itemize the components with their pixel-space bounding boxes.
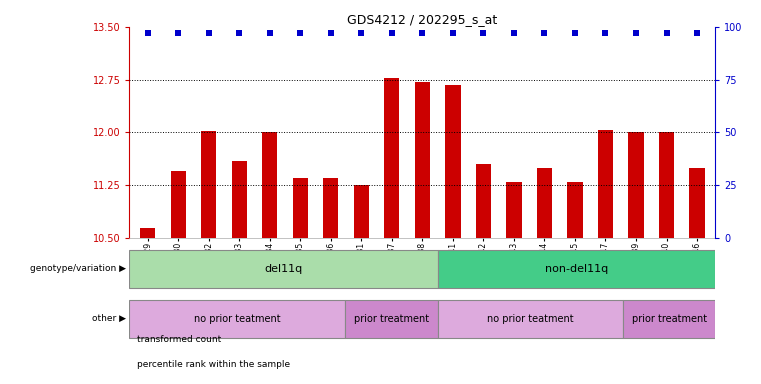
Bar (537, 168, 552, 238)
Point (661, 30, 673, 36)
Bar (438, 300, 622, 338)
Text: no prior teatment: no prior teatment (194, 314, 281, 324)
Bar (506, 182, 521, 238)
Title: GDS4212 / 202295_s_at: GDS4212 / 202295_s_at (347, 13, 498, 26)
Bar (140, 227, 155, 238)
Bar (598, 131, 613, 238)
Text: percentile rank within the sample: percentile rank within the sample (137, 360, 290, 369)
Point (233, 30, 245, 36)
Bar (231, 161, 247, 238)
Point (416, 30, 428, 36)
Point (142, 30, 154, 36)
Bar (323, 178, 339, 238)
Text: no prior teatment: no prior teatment (487, 314, 574, 324)
Bar (415, 82, 430, 238)
Text: other ▶: other ▶ (91, 314, 126, 323)
Bar (567, 182, 583, 238)
Bar (384, 78, 400, 238)
Bar (438, 250, 715, 288)
Bar (170, 171, 186, 238)
Point (691, 30, 703, 36)
Bar (129, 250, 438, 288)
Bar (262, 132, 278, 238)
Point (569, 30, 581, 36)
Point (600, 30, 612, 36)
Bar (129, 300, 345, 338)
Bar (345, 300, 438, 338)
Bar (476, 164, 491, 238)
Point (325, 30, 337, 36)
Point (263, 30, 275, 36)
Text: transformed count: transformed count (137, 335, 221, 344)
Point (630, 30, 642, 36)
Point (172, 30, 184, 36)
Text: genotype/variation ▶: genotype/variation ▶ (30, 264, 126, 273)
Point (355, 30, 368, 36)
Point (508, 30, 520, 36)
Bar (201, 131, 216, 238)
Point (477, 30, 489, 36)
Bar (659, 132, 674, 238)
Bar (689, 168, 705, 238)
Point (202, 30, 215, 36)
Text: prior treatment: prior treatment (632, 314, 707, 324)
Point (295, 30, 307, 36)
Bar (445, 84, 460, 238)
Point (538, 30, 550, 36)
Bar (293, 178, 308, 238)
Text: del11q: del11q (265, 264, 303, 274)
Text: non-del11q: non-del11q (545, 264, 608, 274)
Bar (629, 132, 644, 238)
Point (386, 30, 398, 36)
Text: prior treatment: prior treatment (354, 314, 429, 324)
Bar (622, 300, 715, 338)
Bar (354, 185, 369, 238)
Point (447, 30, 459, 36)
